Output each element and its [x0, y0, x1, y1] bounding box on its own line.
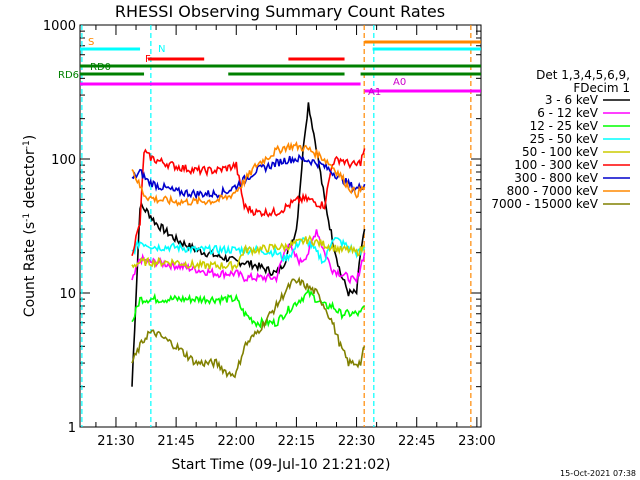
x-tick-label: 22:45	[398, 434, 435, 449]
annotation-a0: A0	[393, 77, 406, 88]
x-tick-label: 23:00	[458, 434, 495, 449]
y-axis-label: Count Rate (s-1 detector-1)	[22, 135, 38, 317]
series-25-50-keV	[131, 236, 366, 265]
y-tick-label: 1	[68, 421, 76, 436]
series-group	[131, 102, 366, 387]
x-tick-label: 22:30	[338, 434, 375, 449]
series-6-12-keV	[131, 229, 366, 285]
series-7000-15000-keV	[131, 276, 366, 379]
state-bars	[80, 40, 481, 93]
y-tick-label: 100	[51, 153, 76, 168]
series-50-100-keV	[131, 234, 366, 273]
legend-label: 7000 - 15000 keV	[491, 197, 598, 211]
timestamp: 15-Oct-2021 07:38	[560, 469, 636, 478]
legend-label: 6 - 12 keV	[537, 106, 599, 120]
series-3-6-keV	[131, 102, 366, 387]
legend-label: 100 - 300 keV	[514, 158, 598, 172]
legend-label: 300 - 800 keV	[514, 171, 598, 185]
x-tick-label: 21:45	[157, 434, 194, 449]
y-tick-label: 1000	[43, 19, 76, 34]
annotation-n: N	[158, 44, 165, 55]
legend-label: 50 - 100 keV	[522, 145, 599, 159]
series-100-300-keV	[131, 148, 366, 257]
annotation-rd0: RD0	[90, 62, 111, 73]
legend-label: 25 - 50 keV	[530, 132, 599, 146]
legend-label: 3 - 6 keV	[545, 93, 599, 107]
x-tick-label: 21:30	[97, 434, 134, 449]
legend-label: 12 - 25 keV	[530, 119, 599, 133]
x-axis-label: Start Time (09-Jul-10 21:21:02)	[171, 457, 390, 473]
legend-label: 800 - 7000 keV	[507, 184, 599, 198]
x-tick-label: 22:00	[218, 434, 255, 449]
legend-header-1: Det 1,3,4,5,6,9,	[536, 68, 630, 82]
y-axis: 1 10 100 1000	[43, 19, 481, 436]
chart-title: RHESSI Observing Summary Count Rates	[115, 2, 445, 21]
annotation-rd6: RD6	[58, 70, 79, 81]
annotation-s: S	[88, 37, 94, 48]
annotation-f: F	[145, 54, 151, 65]
plot-frame	[79, 24, 482, 428]
annotations: S NF RD0 RD6 A1 A0	[58, 37, 406, 98]
series-12-25-keV	[131, 286, 365, 329]
series-800-7000-keV	[131, 140, 366, 207]
x-tick-label: 22:15	[278, 434, 315, 449]
x-axis: 21:30 21:45 22:00 22:15 22:30 22:45 23:00	[95, 25, 496, 449]
y-tick-label: 10	[59, 287, 76, 302]
legend-header-2: FDecim 1	[573, 81, 630, 95]
annotation-a1: A1	[368, 87, 381, 98]
